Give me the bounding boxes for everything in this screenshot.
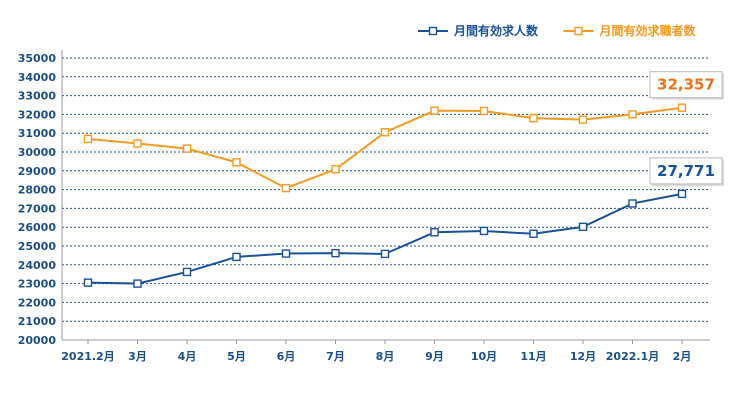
callout-value: 32,357: [657, 76, 715, 94]
series-line-0: [87, 192, 683, 285]
legend-marker: [574, 26, 583, 36]
data-series: [83, 103, 687, 288]
y-tick-label: 34000: [18, 71, 57, 84]
y-tick-label: 28000: [18, 184, 57, 197]
data-point: [529, 113, 538, 123]
data-point: [83, 278, 93, 287]
x-tick-label: 10月: [471, 350, 497, 363]
y-tick-label: 29000: [18, 165, 57, 178]
y-axis-tick-labels: 20000 21000 22000 23000 24000 25000 26000 27000…: [18, 52, 57, 347]
y-tick-label: 25000: [18, 240, 57, 253]
data-point: [628, 199, 637, 208]
y-tick-label: 32000: [18, 108, 57, 121]
data-point: [331, 165, 340, 174]
x-tick-label: 2021.2月: [61, 350, 114, 363]
x-tick-label: 7月: [326, 350, 345, 363]
series-line-1: [87, 106, 683, 190]
data-point: [578, 222, 588, 232]
data-point: [281, 183, 291, 193]
data-point: [133, 139, 142, 148]
data-point: [628, 110, 637, 119]
callout-box: [649, 71, 723, 99]
y-tick-label: 20000: [18, 334, 57, 347]
data-point: [83, 134, 93, 144]
data-point: [182, 144, 192, 153]
data-point: [281, 249, 291, 258]
grid-lines: [62, 57, 710, 322]
y-tick-label: 21000: [18, 315, 57, 328]
x-tick-label: 2022.1月: [606, 350, 659, 363]
y-tick-label: 33000: [18, 90, 57, 103]
legend-label: 月間有効求人数: [453, 23, 539, 38]
data-point: [677, 189, 687, 199]
y-tick-label: 26000: [18, 221, 57, 234]
data-point: [479, 106, 489, 116]
data-point: [430, 106, 439, 115]
callout-value: 27,771: [657, 162, 715, 180]
x-tick-label: 12月: [570, 350, 596, 363]
y-tick-label: 22000: [18, 296, 57, 309]
data-point: [578, 115, 588, 124]
axes: [61, 50, 710, 344]
y-tick-label: 35000: [18, 52, 57, 65]
x-tick-label: 5月: [227, 350, 246, 363]
callout-box: [649, 157, 723, 185]
y-tick-label: 24000: [18, 259, 57, 272]
x-tick-label: 9月: [425, 350, 444, 363]
legend: 月間有効求人数 月間有効求職者数: [418, 23, 697, 38]
x-tick-label: 4月: [178, 350, 197, 363]
value-callouts: 32,357 27,771: [649, 71, 724, 186]
x-tick-label: 11月: [520, 350, 546, 363]
data-point: [232, 252, 241, 262]
y-tick-label: 23000: [18, 278, 57, 291]
data-point: [529, 229, 538, 238]
data-point: [182, 267, 192, 277]
x-tick-label: 2月: [673, 350, 692, 363]
x-tick-label: 6月: [277, 350, 296, 363]
data-point: [133, 279, 142, 288]
data-point: [479, 226, 489, 236]
data-point: [380, 249, 390, 259]
data-point: [430, 228, 439, 237]
x-tick-label: 8月: [376, 350, 395, 363]
data-point: [232, 158, 241, 167]
x-axis-tick-labels: 2021.2月 3月 4月 5月 6月 7月 8月 9月 10月 11月 12月 2022.1月 2月: [61, 350, 691, 363]
y-tick-label: 31000: [18, 127, 57, 140]
data-point: [380, 128, 390, 137]
data-point: [677, 103, 687, 112]
legend-label: 月間有効求職者数: [599, 23, 697, 38]
y-tick-label: 27000: [18, 202, 57, 215]
data-point: [331, 248, 340, 258]
y-tick-label: 30000: [18, 146, 57, 159]
x-tick-label: 3月: [128, 350, 147, 363]
legend-marker: [428, 26, 438, 36]
